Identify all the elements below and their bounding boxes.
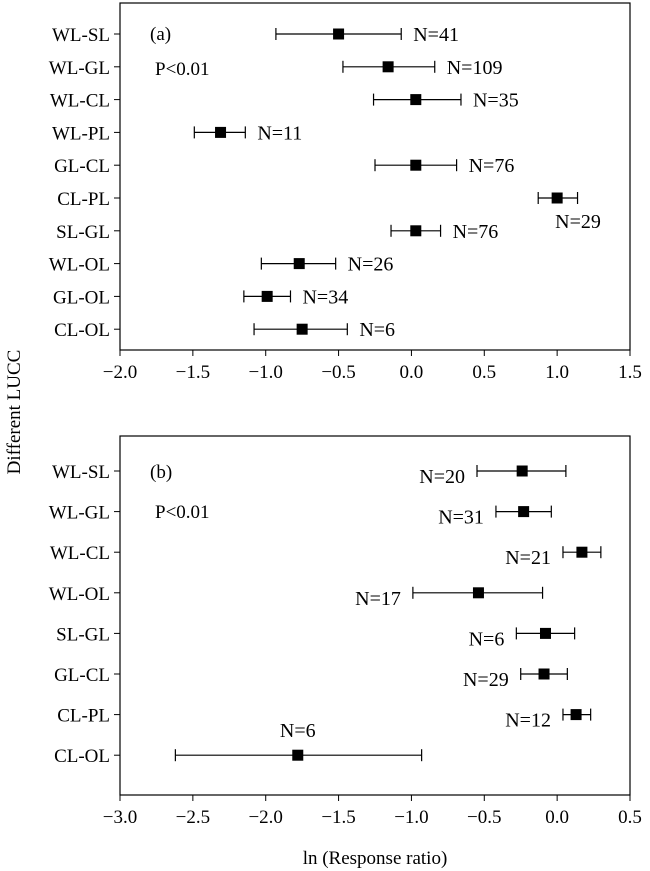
- mean-marker: [382, 61, 394, 73]
- x-tick-label: −0.5: [321, 362, 355, 383]
- mean-marker: [292, 749, 304, 761]
- sample-size-label: N=29: [555, 211, 601, 233]
- category-label: GL-CL: [54, 156, 110, 177]
- x-tick-label: −1.5: [321, 807, 355, 828]
- sample-size-label: N=20: [419, 466, 465, 488]
- category-label: WL-SL: [52, 25, 110, 46]
- sample-size-label: N=41: [413, 24, 459, 46]
- panel-label: (a): [150, 24, 171, 45]
- category-label: SL-GL: [56, 624, 110, 645]
- mean-marker: [516, 465, 528, 477]
- mean-marker: [538, 668, 550, 680]
- category-label: WL-PL: [52, 123, 110, 144]
- mean-marker: [333, 28, 345, 40]
- category-label: WL-OL: [49, 584, 110, 605]
- mean-marker: [410, 159, 422, 171]
- sample-size-label: N=17: [355, 588, 401, 610]
- category-label: GL-CL: [54, 665, 110, 686]
- sample-size-label: N=21: [505, 547, 551, 569]
- x-tick-label: −1.5: [176, 362, 210, 383]
- mean-marker: [539, 627, 551, 639]
- category-label: CL-OL: [54, 746, 110, 767]
- sample-size-label: N=76: [453, 221, 499, 243]
- sample-size-label: N=11: [257, 122, 302, 144]
- mean-marker: [551, 192, 563, 204]
- panel-b: −3.0 −2.5 −2.0 −1.5 −1.0 −0.5 0.0 0.5 WL-SL WL-GL…: [49, 435, 642, 828]
- category-label: WL-GL: [49, 503, 110, 524]
- x-tick-label: 0.5: [472, 362, 496, 383]
- x-tick-label: −1.0: [248, 362, 282, 383]
- sample-size-label: N=76: [469, 155, 515, 177]
- sample-size-label: N=6: [469, 628, 505, 650]
- category-label: WL-SL: [52, 462, 110, 483]
- sample-size-label: N=109: [447, 57, 503, 79]
- mean-marker: [296, 323, 308, 335]
- sample-size-label: N=34: [302, 286, 348, 308]
- sample-size-label: N=6: [280, 720, 316, 742]
- x-tick-label: −3.0: [103, 807, 137, 828]
- x-tick-label: −2.5: [176, 807, 210, 828]
- sample-size-label: N=35: [473, 90, 519, 112]
- mean-marker: [472, 587, 484, 599]
- mean-marker: [410, 225, 422, 237]
- x-axis-title: ln (Response ratio): [303, 848, 448, 869]
- significance-annotation: P<0.01: [155, 59, 210, 80]
- x-tick-label: 1.0: [545, 362, 569, 383]
- mean-marker: [293, 258, 305, 270]
- significance-annotation: P<0.01: [155, 502, 210, 523]
- x-tick-label: −2.0: [103, 362, 137, 383]
- category-label: WL-GL: [49, 58, 110, 79]
- sample-size-label: N=12: [505, 710, 551, 732]
- mean-marker: [518, 506, 530, 518]
- x-tick-label: −2.0: [248, 807, 282, 828]
- x-tick-label: 0.5: [618, 807, 642, 828]
- x-tick-label: −0.5: [467, 807, 501, 828]
- category-label: CL-PL: [57, 189, 110, 210]
- y-axis-title: Different LUCC: [4, 350, 25, 475]
- panel-a: −2.0 −1.5 −1.0 −0.5 0.0 0.5 1.0 1.5 WL-SL WL-GL WL…: [49, 2, 642, 383]
- category-label: SL-GL: [56, 222, 110, 243]
- category-label: CL-OL: [54, 320, 110, 341]
- sample-size-label: N=26: [348, 254, 394, 276]
- mean-marker: [410, 94, 422, 106]
- category-label: WL-CL: [50, 91, 110, 112]
- category-label: WL-CL: [50, 543, 110, 564]
- x-tick-label: 0.0: [545, 807, 569, 828]
- mean-marker: [576, 546, 588, 558]
- x-tick-label: 0.0: [400, 362, 424, 383]
- sample-size-label: N=31: [438, 507, 484, 529]
- category-label: CL-PL: [57, 706, 110, 727]
- plot-frame: [119, 2, 631, 351]
- sample-size-label: N=6: [359, 319, 395, 341]
- panel-label: (b): [150, 462, 172, 483]
- plot-frame: [119, 435, 631, 796]
- x-tick-label: −1.0: [394, 807, 428, 828]
- mean-marker: [570, 709, 582, 721]
- sample-size-label: N=29: [463, 669, 509, 691]
- category-label: WL-OL: [49, 255, 110, 276]
- mean-marker: [215, 126, 227, 138]
- x-tick-label: 1.5: [618, 362, 642, 383]
- category-label: GL-OL: [53, 287, 110, 308]
- mean-marker: [261, 290, 273, 302]
